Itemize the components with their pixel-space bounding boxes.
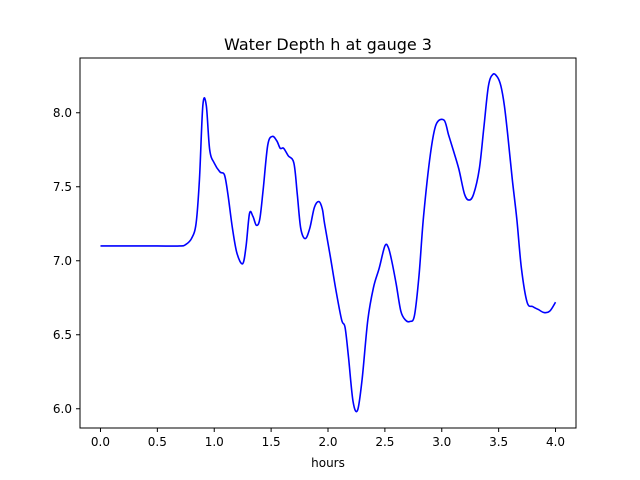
x-tick-label: 2.5: [375, 435, 394, 449]
x-tick-label: 3.0: [432, 435, 451, 449]
y-tick-label: 7.5: [53, 180, 72, 194]
x-axis-label: hours: [311, 456, 345, 470]
x-axis-ticks: 0.0 0.5 1.0 1.5 2.0 2.5 3.0 3.5 4.0: [91, 428, 565, 449]
x-tick-label: 1.5: [262, 435, 281, 449]
y-tick-label: 8.0: [53, 106, 72, 120]
chart-title: Water Depth h at gauge 3: [224, 35, 432, 54]
x-tick-label: 2.0: [318, 435, 337, 449]
y-tick-label: 6.0: [53, 402, 72, 416]
plot-area: [79, 57, 577, 429]
y-tick-label: 6.5: [53, 328, 72, 342]
x-tick-label: 1.0: [205, 435, 224, 449]
series-layer: [100, 73, 557, 413]
y-tick-label: 7.0: [53, 254, 72, 268]
x-tick-label: 0.5: [148, 435, 167, 449]
y-axis-ticks: 6.0 6.5 7.0 7.5 8.0: [53, 106, 80, 416]
x-tick-label: 0.0: [91, 435, 110, 449]
series-line-0: [100, 73, 557, 413]
x-tick-label: 4.0: [546, 435, 565, 449]
x-tick-label: 3.5: [489, 435, 508, 449]
